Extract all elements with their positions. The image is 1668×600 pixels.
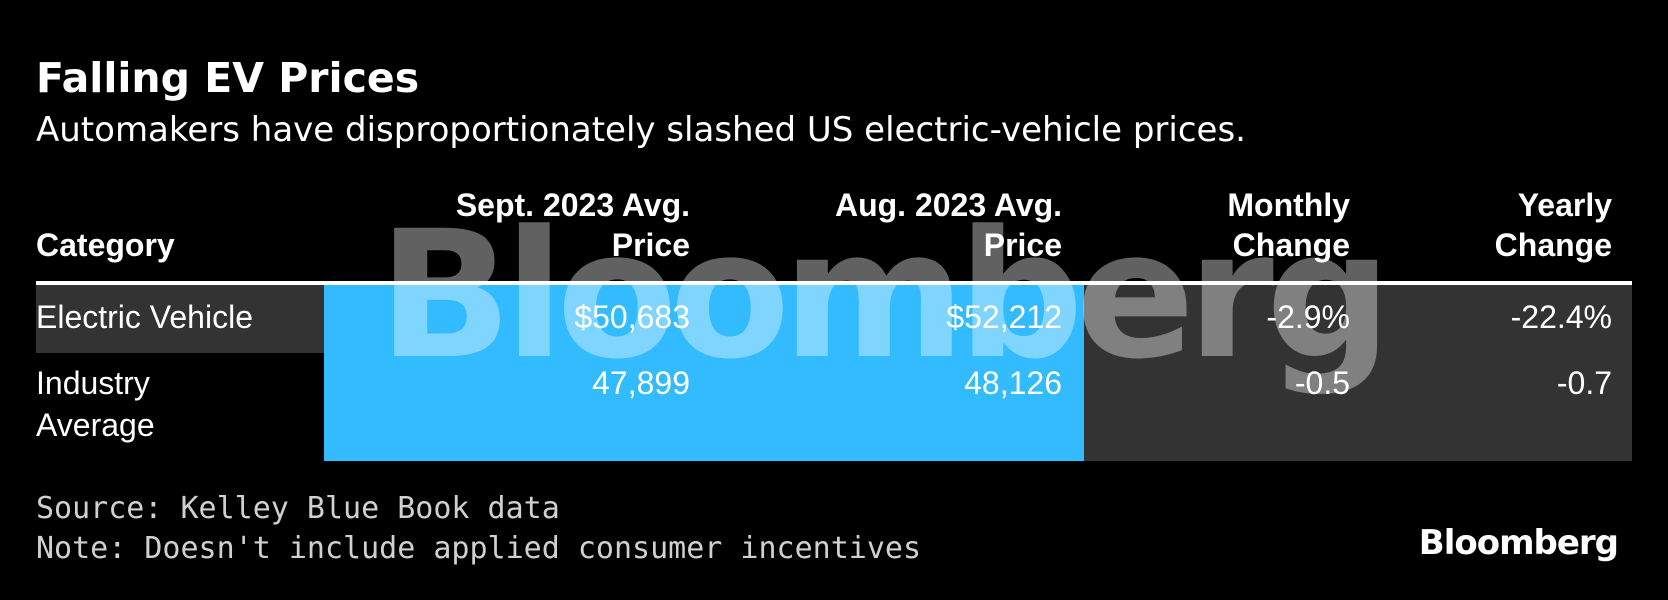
bloomberg-logo: Bloomberg xyxy=(1418,523,1619,563)
gray-bg-ev-category xyxy=(36,285,324,353)
header-rule xyxy=(36,281,1632,285)
header-monthly-change: Monthly Change xyxy=(1100,185,1350,265)
source-note: Source: Kelley Blue Book data xyxy=(36,491,560,526)
disclaimer-note: Note: Doesn't include applied consumer i… xyxy=(36,531,922,566)
row-ev-aug-price: $52,212 xyxy=(946,299,1062,335)
header-monthly-line-1: Monthly xyxy=(1227,187,1350,223)
blue-bg-price-columns xyxy=(324,285,1084,461)
header-aug-line-1: Aug. 2023 Avg. xyxy=(834,187,1062,223)
row-ev-yearly-change: -22.4% xyxy=(1510,299,1612,335)
row-industry-aug-price: 48,126 xyxy=(964,365,1062,401)
row-industry-yearly-change: -0.7 xyxy=(1556,365,1612,401)
row-ev-category: Electric Vehicle xyxy=(36,299,253,335)
header-sept-line-2: Price xyxy=(611,227,690,263)
chart-subtitle: Automakers have disproportionately slash… xyxy=(36,110,1246,150)
header-sept-price: Sept. 2023 Avg. Price xyxy=(340,185,690,265)
row-ev-sept-price: $50,683 xyxy=(574,299,690,335)
header-sept-line-1: Sept. 2023 Avg. xyxy=(455,187,690,223)
header-yearly-line-1: Yearly xyxy=(1517,187,1612,223)
header-aug-price: Aug. 2023 Avg. Price xyxy=(712,185,1062,265)
row-industry-category-line-1: Industry xyxy=(36,365,150,401)
row-industry-category-line-2: Average xyxy=(36,407,155,443)
header-yearly-line-2: Change xyxy=(1494,227,1612,263)
row-industry-monthly-change: -0.5 xyxy=(1294,365,1350,401)
row-industry-category: Industry Average xyxy=(36,362,155,446)
row-ev-monthly-change: -2.9% xyxy=(1266,299,1350,335)
gray-bg-change-columns xyxy=(1084,285,1632,461)
row-industry-sept-price: 47,899 xyxy=(592,365,690,401)
header-aug-line-2: Price xyxy=(983,227,1062,263)
header-yearly-change: Yearly Change xyxy=(1362,185,1612,265)
header-monthly-line-2: Change xyxy=(1232,227,1350,263)
chart-title: Falling EV Prices xyxy=(36,54,420,102)
header-category: Category xyxy=(36,227,175,263)
